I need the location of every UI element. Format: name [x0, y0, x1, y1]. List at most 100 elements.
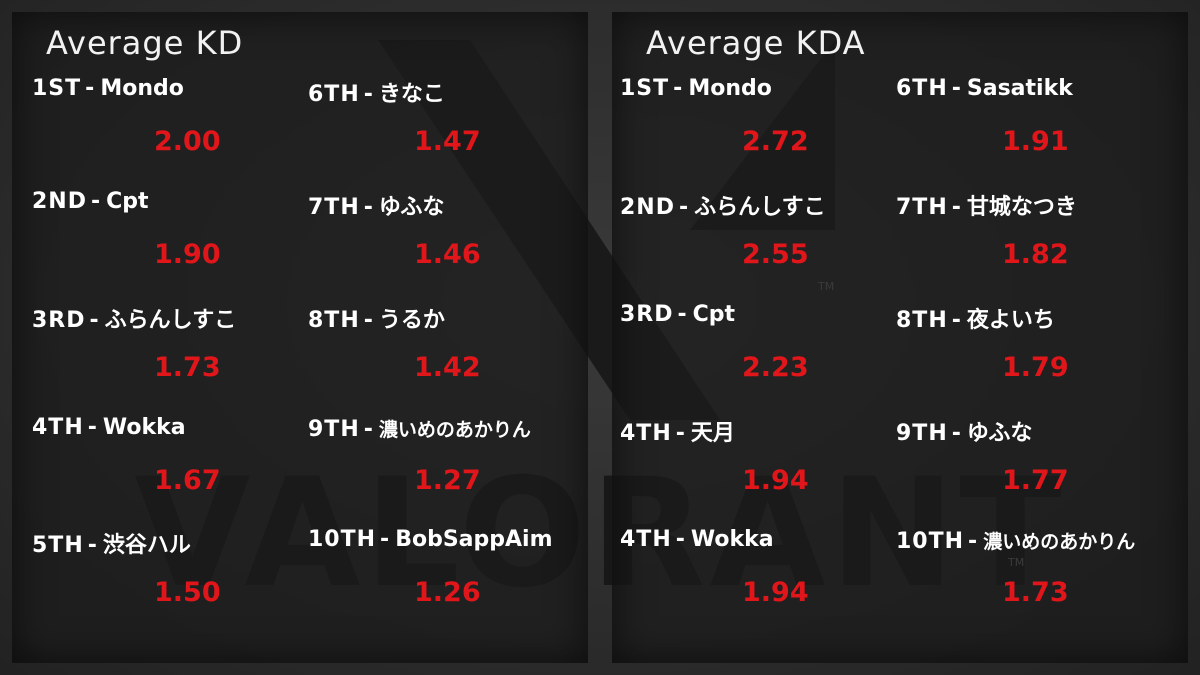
rank-line: 9TH - 濃いめのあかりん — [308, 415, 531, 442]
player-name: 甘城なつき — [966, 195, 1077, 220]
stat-value: 1.50 — [154, 577, 221, 608]
rank-label: 10TH — [308, 527, 377, 552]
rank-line: 1ST - Mondo — [620, 76, 772, 101]
player-name: 天月 — [690, 421, 735, 446]
player-name: ふらんしすこ — [694, 195, 826, 220]
stat-value: 1.94 — [742, 577, 809, 608]
rank-line: 7TH - 甘城なつき — [896, 189, 1077, 221]
rank-separator: - — [363, 308, 373, 333]
leaderboard-entry: 2ND - ふらんしすこ 2.55 — [620, 189, 910, 301]
player-name: Wokka — [102, 415, 186, 440]
leaderboard-entry: 8TH - 夜よいち 1.79 — [896, 302, 1186, 414]
player-name: Cpt — [692, 302, 736, 327]
stat-value: 1.77 — [1002, 465, 1069, 496]
rank-separator: - — [87, 533, 97, 558]
rank-label: 7TH — [308, 195, 360, 220]
rank-label: 4TH — [32, 415, 84, 440]
rank-line: 2ND - Cpt — [32, 189, 149, 214]
rank-separator: - — [968, 529, 978, 554]
rank-label: 6TH — [896, 76, 948, 101]
leaderboard-entry: 10TH - BobSappAim 1.26 — [308, 527, 598, 639]
rank-line: 8TH - うるか — [308, 302, 445, 334]
rank-separator: - — [675, 527, 685, 552]
rank-separator: - — [951, 421, 961, 446]
rank-separator: - — [87, 415, 97, 440]
rank-label: 5TH — [32, 533, 84, 558]
leaderboard-entry: 3RD - Cpt 2.23 — [620, 302, 910, 414]
player-name: 渋谷ハル — [102, 533, 191, 558]
rank-separator: - — [380, 527, 390, 552]
rank-separator: - — [363, 82, 373, 107]
rank-label: 2ND — [620, 195, 675, 220]
leaderboard-entry: 1ST - Mondo 2.72 — [620, 76, 910, 188]
leaderboard-entry: 1ST - Mondo 2.00 — [32, 76, 322, 188]
player-name: Mondo — [100, 76, 184, 101]
rank-line: 2ND - ふらんしすこ — [620, 189, 826, 221]
rank-line: 10TH - 濃いめのあかりん — [896, 527, 1135, 554]
rank-separator: - — [363, 417, 373, 442]
leaderboard-entry: 10TH - 濃いめのあかりん 1.73 — [896, 527, 1186, 639]
stat-value: 1.90 — [154, 239, 221, 270]
player-name: Cpt — [106, 189, 149, 214]
stat-value: 1.79 — [1002, 352, 1069, 383]
stat-value: 1.82 — [1002, 239, 1069, 270]
leaderboard-entry: 6TH - きなこ 1.47 — [308, 76, 598, 188]
rank-line: 10TH - BobSappAim — [308, 527, 553, 552]
leaderboard-entry: 9TH - ゆふな 1.77 — [896, 415, 1186, 527]
player-name: 夜よいち — [966, 308, 1055, 333]
leaderboard-entry: 7TH - ゆふな 1.46 — [308, 189, 598, 301]
rank-line: 4TH - Wokka — [32, 415, 186, 440]
stat-value: 2.72 — [742, 126, 809, 157]
rank-label: 6TH — [308, 82, 360, 107]
rank-separator: - — [85, 76, 95, 101]
player-name: BobSappAim — [395, 527, 553, 552]
rank-separator: - — [90, 189, 101, 214]
rank-label: 9TH — [308, 417, 360, 442]
rank-label: 3RD — [620, 302, 674, 327]
player-name: うるか — [378, 308, 445, 333]
rank-line: 9TH - ゆふな — [896, 415, 1032, 447]
leaderboard-entry: 4TH - 天月 1.94 — [620, 415, 910, 527]
leaderboard-entry: 8TH - うるか 1.42 — [308, 302, 598, 414]
leaderboard-entry: 7TH - 甘城なつき 1.82 — [896, 189, 1186, 301]
rank-line: 6TH - Sasatikk — [896, 76, 1073, 101]
panel-title: Average KD — [46, 24, 244, 62]
rank-line: 4TH - Wokka — [620, 527, 774, 552]
rank-line: 4TH - 天月 — [620, 415, 735, 447]
rank-separator: - — [951, 195, 961, 220]
leaderboard-entry: 9TH - 濃いめのあかりん 1.27 — [308, 415, 598, 527]
player-name: Mondo — [688, 76, 772, 101]
rank-separator: - — [951, 308, 961, 333]
rank-label: 4TH — [620, 421, 672, 446]
rank-label: 10TH — [896, 529, 965, 554]
player-name: Sasatikk — [966, 76, 1073, 101]
stat-value: 1.73 — [1002, 577, 1069, 608]
rank-separator: - — [675, 421, 685, 446]
rank-label: 1ST — [32, 76, 82, 101]
rank-line: 7TH - ゆふな — [308, 189, 444, 221]
rank-separator: - — [673, 76, 683, 101]
rank-label: 8TH — [308, 308, 360, 333]
rank-label: 4TH — [620, 527, 672, 552]
rank-separator: - — [677, 302, 687, 327]
rank-separator: - — [363, 195, 373, 220]
rank-label: 2ND — [32, 189, 87, 214]
panel-title: Average KDA — [646, 24, 866, 62]
rank-line: 3RD - Cpt — [620, 302, 735, 327]
rank-separator: - — [678, 195, 689, 220]
stat-value: 1.26 — [414, 577, 481, 608]
rank-line: 1ST - Mondo — [32, 76, 184, 101]
player-name: ゆふな — [966, 421, 1033, 446]
rank-label: 8TH — [896, 308, 948, 333]
leaderboard-entry: 6TH - Sasatikk 1.91 — [896, 76, 1186, 188]
average-kda-panel: Average KDA — [612, 12, 1188, 663]
player-name: ゆふな — [378, 195, 445, 220]
rank-label: 1ST — [620, 76, 670, 101]
leaderboard-entry: 4TH - Wokka 1.94 — [620, 527, 910, 639]
rank-label: 3RD — [32, 308, 86, 333]
stat-value: 1.46 — [414, 239, 481, 270]
rank-line: 5TH - 渋谷ハル — [32, 527, 191, 559]
stat-value: 2.00 — [154, 126, 221, 157]
rank-separator: - — [951, 76, 961, 101]
rank-label: 9TH — [896, 421, 948, 446]
